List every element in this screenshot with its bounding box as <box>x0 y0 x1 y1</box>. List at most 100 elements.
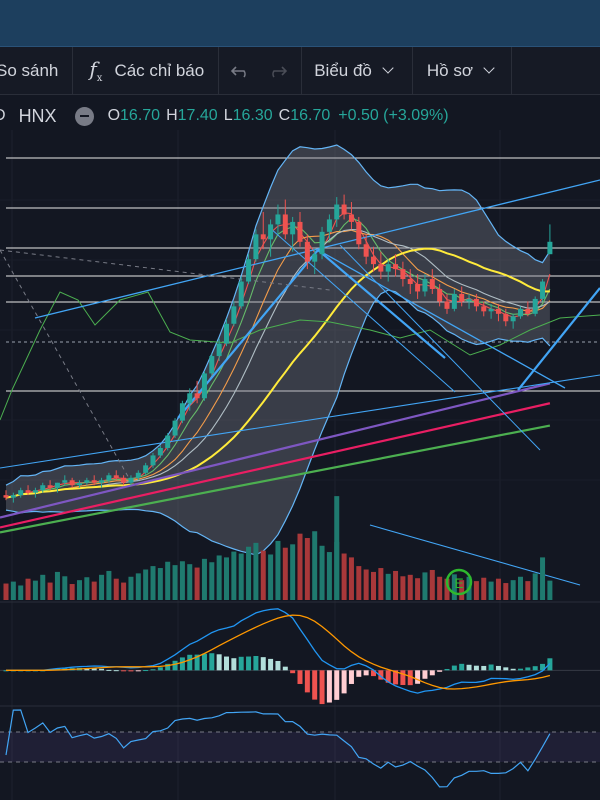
toolbar-divider <box>301 47 303 94</box>
candle-body <box>25 490 31 493</box>
macd-histogram-bar <box>385 670 391 683</box>
candle <box>415 274 421 299</box>
macd-histogram-bar <box>150 669 156 671</box>
exchange-label: HNX <box>18 105 57 126</box>
rsi-pane <box>0 709 600 788</box>
candle <box>216 338 222 362</box>
trendline <box>34 179 600 319</box>
volume-bar <box>282 547 288 600</box>
undo-button[interactable] <box>219 47 261 94</box>
candle-body <box>201 373 207 399</box>
candle <box>290 216 296 252</box>
candle-body <box>319 231 325 255</box>
candle-body <box>150 455 156 466</box>
volume-bar <box>54 571 60 600</box>
candle-body <box>488 308 494 312</box>
macd-histogram-bar <box>282 666 288 671</box>
hide-legend-button[interactable] <box>74 106 94 126</box>
redo-button[interactable] <box>261 47 301 94</box>
macd-histogram-bar <box>437 670 443 672</box>
candle <box>473 293 479 312</box>
candle <box>157 445 163 458</box>
candle-body <box>312 254 318 262</box>
candle <box>179 400 185 424</box>
moving-average-line <box>5 229 551 499</box>
candle <box>378 251 384 280</box>
candle <box>231 301 237 327</box>
candle <box>495 303 501 322</box>
candle <box>297 211 303 247</box>
macd-histogram-bar <box>518 668 523 671</box>
change-value: +0.50 (+3.09%) <box>338 107 449 124</box>
macd-histogram-bar <box>260 657 266 671</box>
candle-body <box>172 420 178 436</box>
candle <box>238 276 244 309</box>
volume-bar <box>400 576 406 600</box>
candle-body <box>231 306 237 324</box>
high-value: 17.40 <box>177 107 218 124</box>
toolbar-divider <box>511 47 512 94</box>
macd-histogram-bar <box>459 663 465 671</box>
candle-body <box>84 480 90 483</box>
indicators-button[interactable]: fx Các chỉ báo <box>73 47 218 94</box>
compare-button[interactable]: So sánh <box>0 47 72 94</box>
volume-bar <box>304 538 310 600</box>
volume-bar <box>378 568 384 600</box>
macd-histogram-bar <box>99 668 105 671</box>
chart-type-dropdown[interactable]: Biểu đồ <box>302 47 412 94</box>
volume-bar <box>77 580 82 600</box>
macd-histogram-bar <box>165 663 171 671</box>
macd-histogram-bar <box>378 670 384 680</box>
candle <box>356 216 362 250</box>
candle-body <box>451 293 457 309</box>
candle <box>84 477 90 486</box>
undo-icon <box>231 65 247 77</box>
volume-bar <box>334 496 340 600</box>
toolbar-divider <box>218 47 220 94</box>
candle-body <box>260 234 266 240</box>
candle-body <box>216 343 222 357</box>
macd-histogram-bar <box>422 670 428 679</box>
volume-bar <box>40 574 46 600</box>
volume-bar <box>547 580 553 600</box>
high-label: H <box>166 107 178 124</box>
candle <box>532 296 538 317</box>
volume-bar <box>341 553 347 600</box>
macd-histogram-bar <box>172 660 178 671</box>
volume-bar <box>525 581 531 600</box>
event-marker[interactable]: E <box>445 568 473 596</box>
volume-bar <box>135 573 141 600</box>
candle <box>113 470 119 481</box>
candle <box>341 194 347 220</box>
candle <box>62 475 68 486</box>
price-chart[interactable]: E <box>0 130 600 800</box>
candle <box>451 288 457 312</box>
candle-body <box>385 264 391 272</box>
profile-dropdown[interactable]: Hồ sơ <box>413 47 511 94</box>
candle <box>209 353 215 376</box>
candle <box>282 199 288 240</box>
macd-histogram-bar <box>444 668 450 671</box>
macd-signal-line <box>6 614 551 690</box>
indicators-label: Các chỉ báo <box>114 60 205 80</box>
candle-body <box>334 204 340 220</box>
volume-bar <box>194 567 200 600</box>
candle <box>444 293 450 314</box>
candle-body <box>429 279 435 289</box>
candle-body <box>422 279 428 292</box>
candle-body <box>77 482 82 486</box>
volume-bar <box>495 578 501 600</box>
candle <box>135 470 141 481</box>
candle-body <box>268 224 274 240</box>
macd-histogram-bar <box>121 670 127 672</box>
macd-histogram-bar <box>290 670 296 674</box>
candle-body <box>400 269 406 280</box>
candle-body <box>356 221 362 245</box>
candle-body <box>297 221 303 242</box>
candle <box>47 480 53 491</box>
candle <box>224 318 229 347</box>
volume-bar <box>393 570 399 600</box>
macd-histogram-bar <box>466 664 472 671</box>
candle-body <box>378 264 384 272</box>
candle <box>187 388 193 411</box>
